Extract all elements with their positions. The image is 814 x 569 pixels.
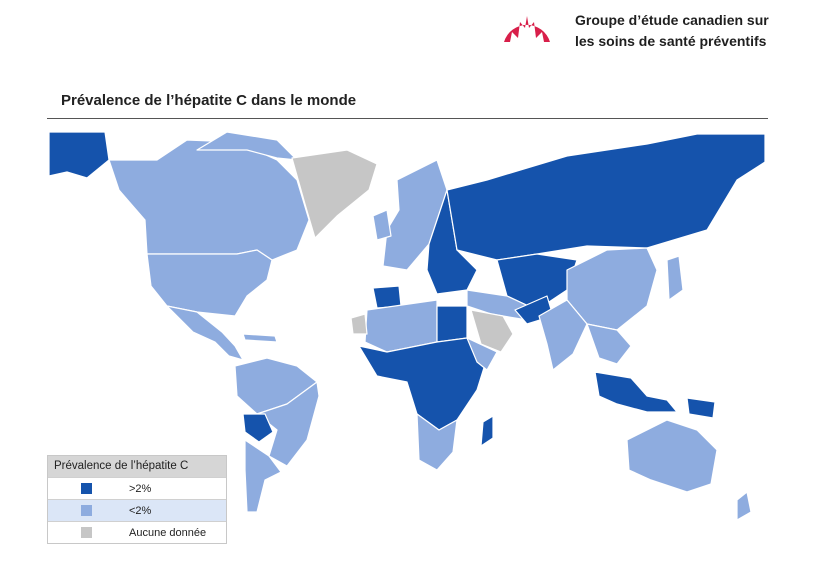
mexico-region [166, 305, 244, 361]
organization-name: Groupe d’étude canadien sur les soins de… [575, 10, 769, 52]
maple-leaf-logo [504, 16, 550, 42]
new-guinea-region [686, 397, 716, 419]
japan-region [666, 255, 684, 301]
title-divider [47, 118, 768, 119]
new-zealand-region [736, 491, 752, 521]
western-sahara-region [350, 313, 368, 335]
usa-region [146, 249, 273, 317]
legend-label-high: >2% [129, 482, 152, 495]
russia-region [446, 133, 766, 261]
org-line-1: Groupe d’étude canadien sur [575, 12, 769, 28]
legend-item-high: >2% [48, 477, 226, 499]
legend-swatch-high [81, 483, 92, 494]
indonesia-region [594, 371, 678, 413]
legend-swatch-none [81, 527, 92, 538]
caribbean-region [242, 333, 278, 343]
alaska-region [48, 131, 110, 179]
saudi-arabia-region [470, 309, 514, 353]
madagascar-region [480, 415, 494, 447]
bolivia-region [242, 413, 274, 443]
org-line-2: les soins de santé préventifs [575, 33, 767, 49]
map-legend: Prévalence de l’hépatite C >2% <2% Aucun… [47, 455, 227, 544]
uk-region [372, 209, 392, 241]
legend-label-none: Aucune donnée [129, 526, 207, 539]
egypt-region [436, 305, 468, 343]
spain-region [372, 285, 402, 309]
canada-region [108, 139, 310, 261]
central-africa-region [358, 337, 488, 431]
southern-africa-region [416, 413, 458, 471]
india-region [538, 299, 588, 371]
legend-item-none: Aucune donnée [48, 521, 226, 543]
australia-region [626, 419, 718, 493]
brazil-region [256, 381, 320, 467]
southern-cone-region [244, 439, 282, 513]
horn-of-africa-region [466, 337, 498, 371]
greenland-region [291, 149, 378, 239]
legend-item-low: <2% [48, 499, 226, 521]
map-title: Prévalence de l’hépatite C dans le monde [61, 92, 357, 109]
legend-swatch-low [81, 505, 92, 516]
southeast-asia-region [586, 323, 632, 365]
world-map [48, 131, 766, 521]
legend-label-low: <2% [129, 504, 152, 517]
legend-title: Prévalence de l’hépatite C [48, 456, 226, 477]
western-europe-region [382, 159, 448, 271]
